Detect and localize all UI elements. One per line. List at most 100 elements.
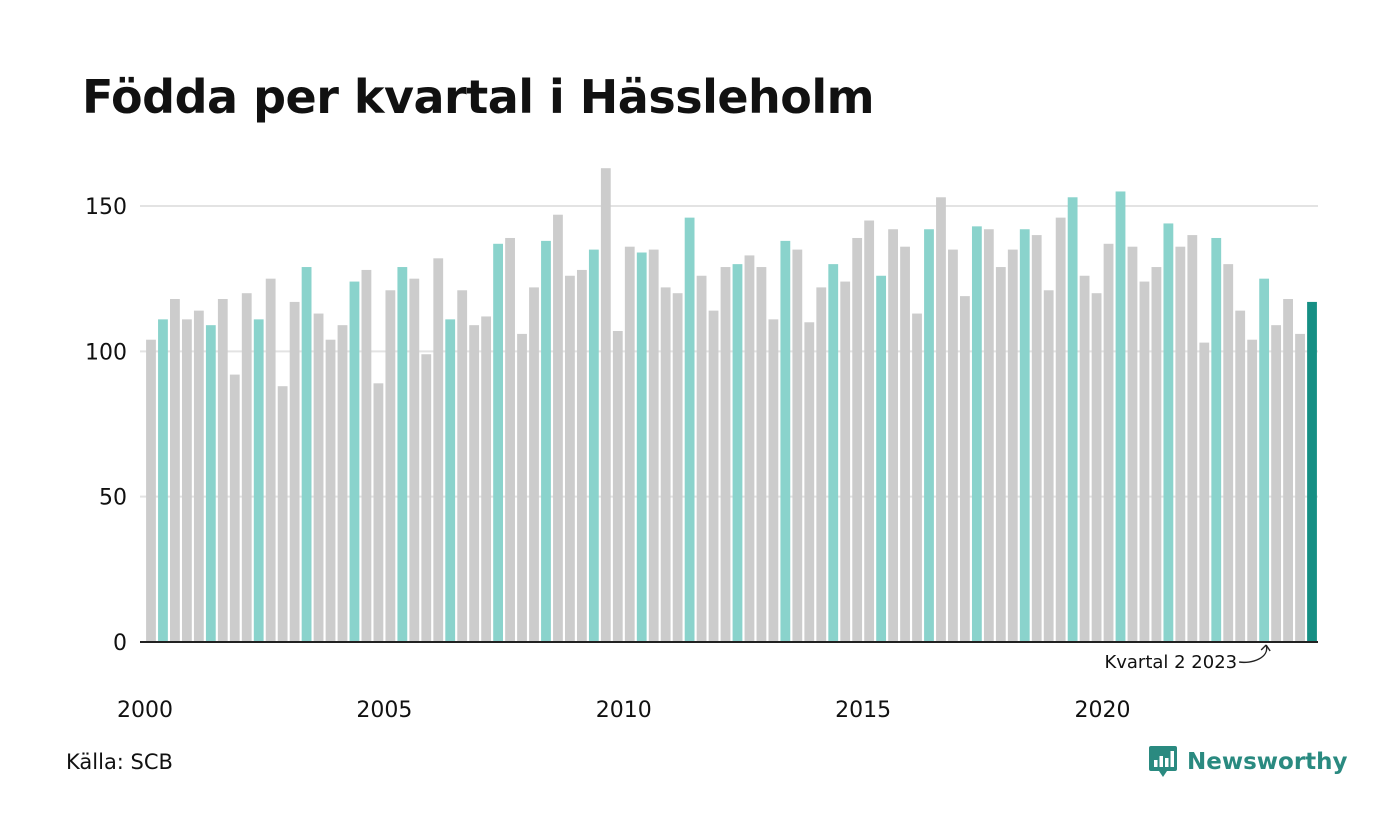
bar-2015-q4 <box>900 246 910 642</box>
bar-2006-q3 <box>457 290 468 642</box>
bar-2009-q1 <box>576 269 587 642</box>
bar-2012-q4 <box>756 267 767 642</box>
bar-2019-q4 <box>1091 293 1102 642</box>
bar-2002-q1 <box>241 293 252 642</box>
bar-2020-q1 <box>1103 243 1114 643</box>
bar-2018-q2 <box>1019 229 1030 642</box>
bar-2011-q4 <box>708 310 719 642</box>
bar-2004-q1 <box>337 325 348 642</box>
annotation-arrow <box>1239 644 1271 664</box>
annotation: Kvartal 2 2023 <box>1104 644 1271 673</box>
bar-2018-q4 <box>1043 290 1054 642</box>
bar-2017-q2 <box>971 226 982 642</box>
brand: Newsworthy <box>1148 744 1348 780</box>
bar-2023-q4 <box>1283 299 1293 642</box>
bar-2014-q1 <box>816 287 827 642</box>
bar-2003-q2 <box>301 267 312 642</box>
bar-2013-q3 <box>792 249 803 642</box>
bar-2006-q4 <box>469 325 480 642</box>
bar-2022-q2 <box>1211 237 1222 642</box>
bar-2018-q1 <box>1007 249 1018 642</box>
bar-2005-q4 <box>421 354 432 642</box>
bar-2001-q4 <box>229 374 240 642</box>
bar-2012-q3 <box>744 255 755 642</box>
bar-2021-q4 <box>1187 235 1198 642</box>
bar-2023-q2 <box>1259 278 1270 642</box>
bar-2006-q2 <box>445 319 456 642</box>
bar-2003-q3 <box>313 313 324 642</box>
bar-2012-q2 <box>732 264 743 642</box>
bar-2021-q2 <box>1163 223 1174 642</box>
bar-2003-q1 <box>289 301 300 642</box>
x-tick-label-2015: 2015 <box>835 698 891 723</box>
x-tick-label-2000: 2000 <box>117 698 173 723</box>
bar-2007-q2 <box>493 243 503 643</box>
bar-2013-q4 <box>804 322 815 642</box>
bar-2016-q1 <box>912 313 922 642</box>
bar-2000-q3 <box>170 299 180 642</box>
bar-2002-q4 <box>277 386 288 642</box>
bar-2013-q2 <box>780 240 791 642</box>
bars <box>146 168 1317 643</box>
y-tick-label-150: 150 <box>85 195 127 220</box>
bar-2017-q4 <box>995 267 1006 642</box>
bar-2009-q3 <box>600 168 611 642</box>
bar-2003-q4 <box>325 339 336 642</box>
bar-2014-q4 <box>852 237 863 642</box>
source-note: Källa: SCB <box>66 750 173 774</box>
bar-2014-q3 <box>840 281 851 642</box>
bar-2020-q2 <box>1115 191 1126 642</box>
bar-2015-q1 <box>864 220 875 642</box>
bar-2019-q2 <box>1067 197 1078 642</box>
x-tick-label-2005: 2005 <box>356 698 412 723</box>
bar-2002-q3 <box>265 278 276 642</box>
bar-2019-q1 <box>1055 217 1066 642</box>
bar-2022-q4 <box>1235 310 1246 642</box>
y-tick-label-50: 50 <box>99 486 127 511</box>
bar-2007-q4 <box>517 333 527 642</box>
bar-2011-q1 <box>672 293 683 642</box>
bar-2024-q1 <box>1295 333 1305 642</box>
bar-2015-q3 <box>888 229 898 642</box>
bar-2015-q2 <box>876 275 887 642</box>
brand-name: Newsworthy <box>1187 749 1348 775</box>
bar-2012-q1 <box>720 267 731 642</box>
bar-2004-q4 <box>373 383 384 642</box>
x-tick-label-2010: 2010 <box>596 698 652 723</box>
bar-2006-q1 <box>433 258 444 642</box>
bar-2008-q2 <box>541 240 551 642</box>
bar-2017-q1 <box>960 296 970 642</box>
y-axis-ticks: 0 50 100 150 <box>85 195 127 656</box>
bar-2001-q3 <box>217 299 228 642</box>
bar-2009-q4 <box>612 330 623 642</box>
bar-2011-q2 <box>684 217 695 642</box>
bar-2000-q2 <box>158 319 168 642</box>
bar-2023-q3 <box>1271 325 1282 642</box>
bar-2014-q2 <box>828 264 839 642</box>
bar-2001-q2 <box>205 325 216 642</box>
bar-2007-q1 <box>481 316 492 642</box>
bar-2010-q2 <box>636 252 647 642</box>
bar-2016-q2 <box>924 229 934 642</box>
bar-2004-q2 <box>349 281 360 642</box>
bar-2010-q3 <box>648 249 659 642</box>
bar-2008-q4 <box>565 275 575 642</box>
bar-2017-q3 <box>983 229 994 642</box>
bar-2008-q1 <box>529 287 539 642</box>
bar-2016-q4 <box>948 249 958 642</box>
bar-2020-q3 <box>1127 246 1138 642</box>
bar-2002-q2 <box>253 319 264 642</box>
bar-2023-q1 <box>1247 339 1258 642</box>
bar-2004-q3 <box>361 269 372 642</box>
y-tick-label-100: 100 <box>85 340 127 365</box>
bar-2016-q3 <box>936 197 946 642</box>
bar-2013-q1 <box>768 319 779 642</box>
bar-2018-q3 <box>1031 235 1042 642</box>
bar-2010-q1 <box>624 246 635 642</box>
y-tick-label-0: 0 <box>113 631 127 656</box>
bar-2000-q4 <box>181 319 192 642</box>
annotation-label: Kvartal 2 2023 <box>1104 652 1237 673</box>
x-tick-label-2020: 2020 <box>1075 698 1131 723</box>
bar-2001-q1 <box>193 310 204 642</box>
